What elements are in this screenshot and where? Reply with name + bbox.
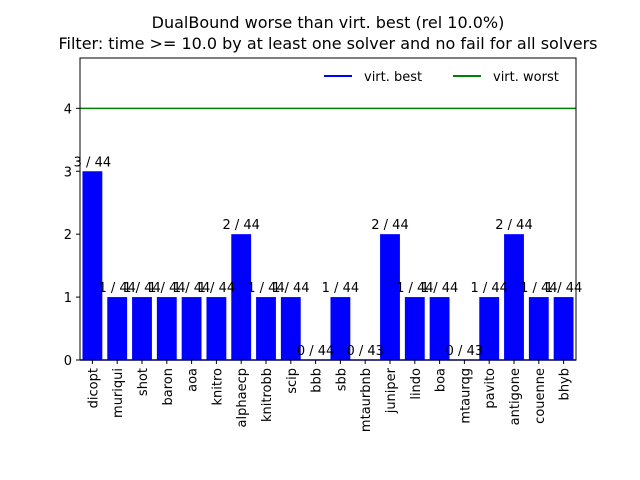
x-tick-label-mtaurqg: mtaurqg [458,368,473,424]
y-tick-label: 0 [64,354,72,369]
x-tick-label-dicopt: dicopt [86,368,101,408]
bar-alphaecp [231,234,252,360]
axes-frame [79,57,577,361]
bar-label-dicopt: 3 / 44 [74,155,111,170]
bar-pavito [479,297,500,360]
x-tick-label-muriqui: muriqui [111,368,126,418]
bar-label-boa: 1 / 44 [421,281,458,296]
legend: virt. best virt. worst [324,70,559,85]
chart-title: DualBound worse than virt. best (rel 10.… [152,13,505,32]
bar-lindo [404,297,425,360]
x-tick-label-alphaecp: alphaecp [235,368,250,427]
bar-baron [156,297,177,360]
x-tick-label-pavito: pavito [483,368,498,409]
y-tick-label: 4 [64,102,72,117]
x-tick-label-boa: boa [434,368,449,392]
x-tick-label-shot: shot [136,368,151,396]
bar-label-baron: 1 / 44 [148,281,185,296]
x-tick-label-aoa: aoa [186,368,201,392]
bar-label-couenne: 1 / 44 [520,281,557,296]
x-tick-label-knitrobb: knitrobb [260,368,275,422]
x-tick-label-antigone: antigone [508,368,523,425]
bar-label-muriqui: 1 / 44 [98,281,135,296]
bar-label-alphaecp: 2 / 44 [222,218,259,233]
bar-label-pavito: 1 / 44 [470,281,507,296]
bar-label-shot: 1 / 44 [123,281,160,296]
bar-label-mtaurbnb: 0 / 43 [346,344,383,359]
x-tick-label-bhyb: bhyb [558,368,573,400]
x-tick-label-knitro: knitro [210,368,225,406]
y-tick-label: 3 [64,165,72,180]
x-tick-label-baron: baron [161,368,176,405]
bar-label-knitrobb: 1 / 44 [247,281,284,296]
bar-knitro [206,297,227,360]
bar-couenne [528,297,549,360]
bar-label-mtaurqg: 0 / 43 [446,344,483,359]
bar-sbb [330,297,351,360]
x-tick-label-bbb: bbb [310,368,325,393]
bar-label-bbb: 0 / 44 [297,344,334,359]
bar-dicopt [82,171,103,360]
bar-scip [280,297,301,360]
bar-aoa [181,297,202,360]
bar-label-antigone: 2 / 44 [495,218,532,233]
y-tick-label: 1 [64,291,72,306]
x-tick-label-sbb: sbb [334,368,349,391]
x-tick-label-scip: scip [285,368,300,394]
bar-label-knitro: 1 / 44 [198,281,235,296]
bar-antigone [504,234,524,360]
bar-muriqui [107,297,128,360]
bar-label-lindo: 1 / 44 [396,281,433,296]
y-tick-label: 2 [64,228,72,243]
bar-label-sbb: 1 / 44 [322,281,359,296]
bar-label-juniper: 2 / 44 [371,218,408,233]
bar-label-bhyb: 1 / 44 [545,281,582,296]
legend-label-1: virt. worst [493,70,559,85]
bar-boa [429,297,450,360]
bar-juniper [380,234,400,360]
bar-bhyb [553,297,574,360]
bar-label-aoa: 1 / 44 [173,281,210,296]
x-tick-label-mtaurbnb: mtaurbnb [359,368,374,432]
bar-knitrobb [256,297,276,360]
x-tick-label-couenne: couenne [533,368,548,424]
plot-area: 3 / 441 / 441 / 441 / 441 / 441 / 442 / … [64,57,582,432]
bar-label-scip: 1 / 44 [272,281,309,296]
bar-shot [132,297,152,360]
x-tick-label-juniper: juniper [384,367,399,414]
legend-label-0: virt. best [364,70,422,85]
x-tick-label-lindo: lindo [409,368,424,400]
chart-subtitle: Filter: time >= 10.0 by at least one sol… [58,34,597,53]
